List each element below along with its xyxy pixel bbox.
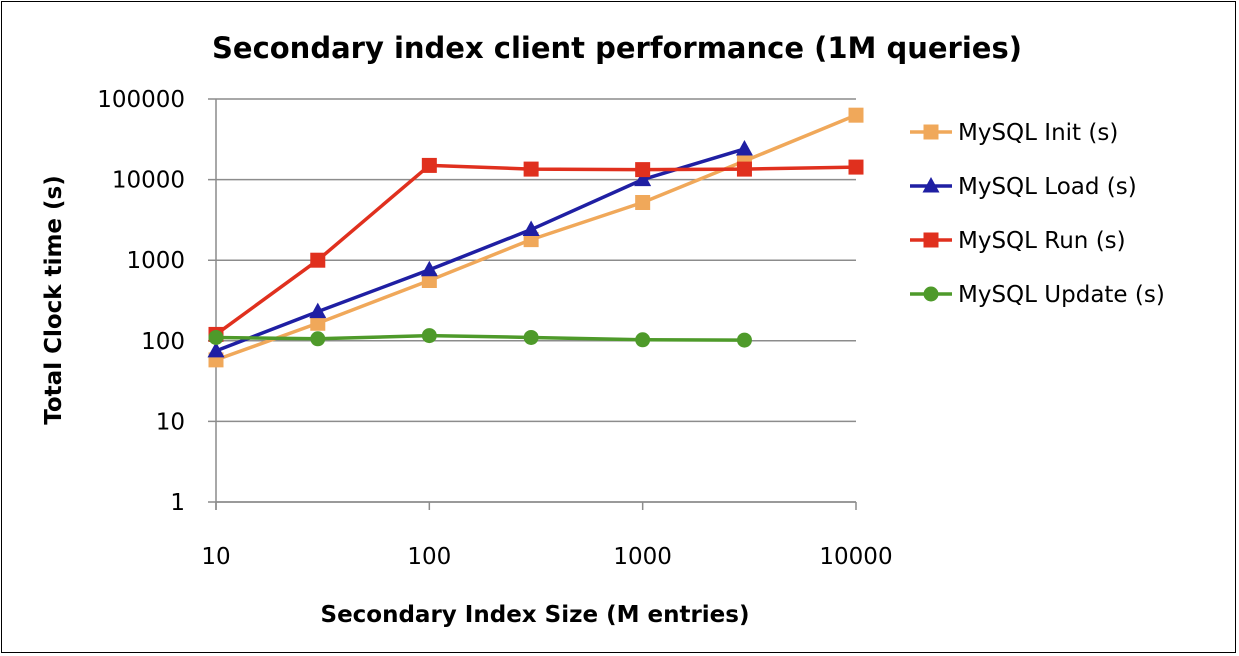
data-point bbox=[207, 341, 225, 358]
y-tick-label: 1000 bbox=[126, 248, 185, 274]
y-tick-label: 1 bbox=[170, 490, 185, 516]
data-point bbox=[420, 260, 438, 277]
series-line bbox=[215, 147, 745, 353]
data-point bbox=[635, 162, 651, 178]
data-point bbox=[848, 107, 864, 123]
y-tick-label: 10000 bbox=[112, 168, 185, 194]
data-point bbox=[634, 170, 652, 187]
data-point bbox=[310, 331, 326, 347]
y-axis-label: Total Clock time (s) bbox=[41, 175, 67, 425]
data-point bbox=[421, 328, 437, 344]
series-line bbox=[215, 333, 745, 342]
data-point bbox=[635, 194, 651, 210]
data-point bbox=[736, 161, 752, 177]
series-1 bbox=[208, 107, 864, 368]
legend-marker bbox=[923, 232, 939, 248]
legend-entry: MySQL Load (s) bbox=[910, 174, 1137, 200]
legend-entry: MySQL Update (s) bbox=[910, 282, 1165, 308]
legend-label: MySQL Init (s) bbox=[958, 120, 1118, 146]
data-point bbox=[522, 220, 540, 237]
axes: 1 10 100 1000 10000 100000 10 100 1000 10000 bbox=[97, 87, 892, 570]
legend-label: MySQL Load (s) bbox=[958, 174, 1137, 200]
data-point bbox=[310, 315, 326, 331]
x-tick-label: 1000 bbox=[613, 544, 672, 570]
data-point bbox=[736, 332, 752, 348]
data-point bbox=[310, 252, 326, 268]
y-tick-label: 100000 bbox=[97, 87, 185, 113]
chart-title: Secondary index client performance (1M q… bbox=[212, 31, 1022, 65]
data-point bbox=[421, 272, 437, 288]
series-3 bbox=[208, 157, 864, 342]
x-tick-label: 10 bbox=[201, 544, 230, 570]
series-line bbox=[214, 163, 857, 336]
plot-series bbox=[207, 107, 864, 368]
legend-marker bbox=[922, 177, 940, 193]
legend-label: MySQL Update (s) bbox=[958, 282, 1165, 308]
legend-marker bbox=[923, 124, 939, 140]
legend-label: MySQL Run (s) bbox=[958, 228, 1126, 254]
x-tick-label: 10000 bbox=[819, 544, 892, 570]
series-2 bbox=[207, 139, 753, 358]
legend-entry: MySQL Run (s) bbox=[910, 228, 1126, 254]
legend-entry: MySQL Init (s) bbox=[910, 120, 1118, 146]
data-point bbox=[208, 329, 224, 345]
data-point bbox=[523, 329, 539, 345]
legend: MySQL Init (s) MySQL Load (s) MySQL Run (s… bbox=[910, 120, 1165, 308]
data-point bbox=[309, 302, 327, 319]
y-tick-label: 10 bbox=[156, 409, 185, 435]
x-tick-label: 100 bbox=[407, 544, 451, 570]
data-point bbox=[523, 161, 539, 177]
legend-marker bbox=[923, 286, 939, 302]
y-tick-label: 100 bbox=[141, 329, 185, 355]
data-point bbox=[421, 157, 437, 173]
x-axis-label: Secondary Index Size (M entries) bbox=[321, 602, 750, 628]
data-point bbox=[635, 332, 651, 348]
series-4 bbox=[208, 328, 752, 348]
data-point bbox=[735, 139, 753, 156]
grid-lines bbox=[208, 98, 856, 503]
data-point bbox=[848, 159, 864, 175]
